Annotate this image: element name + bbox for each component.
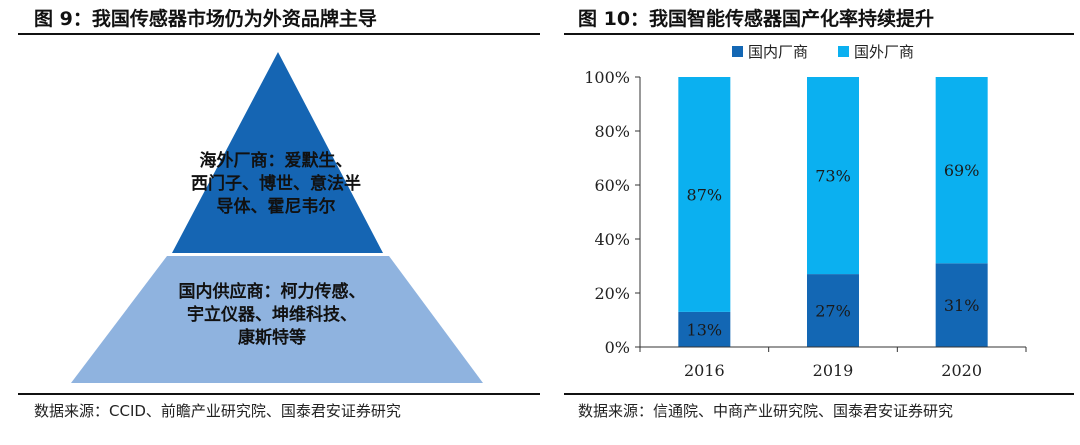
bar-data-label: 31% <box>944 296 980 315</box>
top-tier-line: 海外厂商：爱默生、 <box>200 150 353 171</box>
bar-data-label: 27% <box>815 302 851 321</box>
bar-segment-2016-foreign <box>678 77 731 312</box>
bar-series: 13% 87% 27% 73% 31% 69% <box>678 77 988 347</box>
x-tick-label: 2016 <box>684 361 725 380</box>
bar-data-label: 13% <box>687 320 723 339</box>
top-tier-line: 西门子、博世、意法半 <box>191 173 361 194</box>
legend-label: 国内厂商 <box>748 43 808 61</box>
right-title-rule <box>564 33 1074 35</box>
bar-segment-2020-domestic <box>935 263 988 347</box>
legend-swatch <box>838 46 849 57</box>
bar-segment-2020-foreign <box>935 77 988 264</box>
pyramid-bottom-tier <box>71 256 483 383</box>
bar-segment-2019-domestic <box>807 274 859 347</box>
y-tick-label: 0% <box>605 338 630 357</box>
chart-legend: 国内厂商 国外厂商 <box>732 43 914 61</box>
bar-data-label: 69% <box>944 161 980 180</box>
left-title-rule <box>18 33 540 35</box>
bar-segment-2016-domestic <box>678 311 731 347</box>
y-tick-label: 40% <box>594 230 630 249</box>
x-tick-label: 2019 <box>813 361 854 380</box>
y-tick-label: 100% <box>584 68 630 87</box>
bar-data-label: 87% <box>687 185 723 204</box>
left-source-note: 数据来源：CCID、前瞻产业研究院、国泰君安证券研究 <box>34 402 401 420</box>
bar-data-label: 73% <box>815 167 851 186</box>
left-figure-panel: 图 9：我国传感器市场仍为外资品牌主导 海外厂商：爱默生、 西门子、博世、意法半… <box>18 8 540 420</box>
top-tier-line: 导体、霍尼韦尔 <box>217 196 336 217</box>
right-source-note: 数据来源：信通院、中商产业研究院、国泰君安证券研究 <box>578 402 954 420</box>
right-source-rule <box>564 393 1074 395</box>
bottom-tier-line: 宇立仪器、坤维科技、 <box>187 304 357 325</box>
x-tick-label: 2020 <box>941 361 982 380</box>
x-axis: 2016 2019 2020 <box>639 346 1027 380</box>
y-tick-label: 80% <box>594 122 630 141</box>
bottom-tier-line: 康斯特等 <box>238 327 306 348</box>
legend-swatch <box>732 46 743 57</box>
left-source-rule <box>18 393 540 395</box>
left-figure-title: 图 9：我国传感器市场仍为外资品牌主导 <box>34 8 377 30</box>
pyramid-diagram: 海外厂商：爱默生、 西门子、博世、意法半 导体、霍尼韦尔 国内供应商：柯力传感、… <box>71 52 483 383</box>
right-figure-panel: 图 10：我国智能传感器国产化率持续提升 国内厂商 国外厂商 0% 20% 40% 60… <box>556 0 1080 445</box>
pyramid-top-tier-text: 海外厂商：爱默生、 西门子、博世、意法半 导体、霍尼韦尔 <box>191 150 361 217</box>
pyramid-bottom-tier-text: 国内供应商：柯力传感、 宇立仪器、坤维科技、 康斯特等 <box>179 281 366 348</box>
right-figure-title: 图 10：我国智能传感器国产化率持续提升 <box>578 8 935 30</box>
pyramid-top-tier <box>172 52 383 253</box>
legend-label: 国外厂商 <box>854 43 914 61</box>
bottom-tier-line: 国内供应商：柯力传感、 <box>179 281 366 302</box>
y-axis: 0% 20% 40% 60% 80% 100% <box>584 68 641 357</box>
y-tick-label: 20% <box>594 284 630 303</box>
bar-segment-2019-foreign <box>807 77 859 275</box>
y-tick-label: 60% <box>594 176 630 195</box>
stacked-bar-chart: 国内厂商 国外厂商 0% 20% 40% 60% 80% 100% 13% 87% 27% 73%… <box>584 43 1027 380</box>
